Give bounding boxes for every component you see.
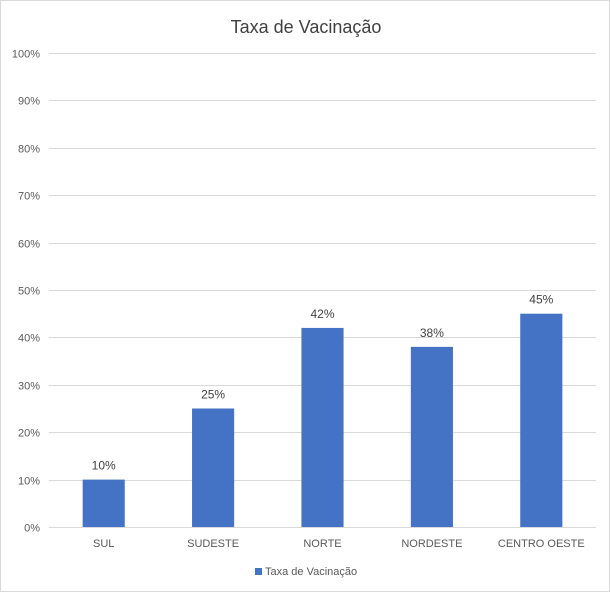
y-tick-label: 40% bbox=[18, 333, 40, 345]
x-tick-label: NORDESTE bbox=[401, 538, 462, 550]
y-tick-label: 50% bbox=[18, 286, 40, 298]
data-label: 25% bbox=[201, 388, 225, 402]
bars bbox=[82, 313, 563, 527]
y-tick-label: 70% bbox=[18, 191, 40, 203]
y-tick-label: 100% bbox=[12, 49, 40, 61]
bar-sul bbox=[82, 479, 125, 527]
x-tick-label: SUDESTE bbox=[187, 538, 239, 550]
x-tick-label: SUL bbox=[93, 538, 114, 550]
data-label: 42% bbox=[310, 307, 334, 321]
x-axis-tick-labels: SUL SUDESTE NORTE NORDESTE CENTRO OESTE bbox=[93, 538, 585, 550]
bar-centro-oeste bbox=[520, 313, 563, 527]
y-tick-label: 80% bbox=[18, 144, 40, 156]
y-tick-label: 30% bbox=[18, 381, 40, 393]
y-tick-label: 10% bbox=[18, 476, 40, 488]
bar-sudeste bbox=[192, 408, 235, 527]
data-label: 38% bbox=[420, 326, 444, 340]
y-tick-label: 90% bbox=[18, 96, 40, 108]
bar-nordeste bbox=[410, 346, 453, 527]
legend-label: Taxa de Vacinação bbox=[265, 566, 357, 578]
y-tick-label: 20% bbox=[18, 428, 40, 440]
x-tick-label: NORTE bbox=[303, 538, 341, 550]
y-tick-label: 60% bbox=[18, 239, 40, 251]
y-tick-label: 0% bbox=[24, 523, 40, 535]
bar-norte bbox=[301, 327, 344, 527]
data-label: 10% bbox=[92, 459, 116, 473]
data-label: 45% bbox=[529, 293, 553, 307]
chart-title: Taxa de Vacinação bbox=[231, 17, 382, 37]
y-axis-tick-labels: 0% 10% 20% 30% 40% 50% 60% 70% 80% 90% 100% bbox=[12, 49, 40, 535]
x-tick-label: CENTRO OESTE bbox=[498, 538, 585, 550]
data-labels: 10% 25% 42% 38% 45% bbox=[92, 293, 554, 473]
legend-swatch bbox=[255, 568, 262, 575]
legend: Taxa de Vacinação bbox=[255, 566, 357, 578]
